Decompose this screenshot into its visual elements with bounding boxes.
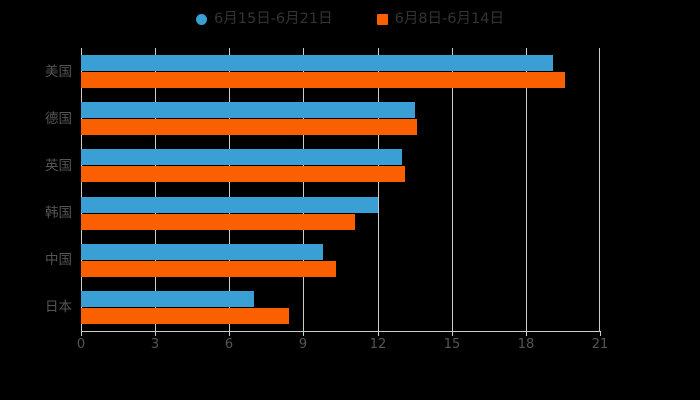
bar[interactable] [81,244,323,260]
legend-square-icon [376,13,388,25]
x-axis-tick [452,331,453,336]
y-axis-line [81,48,82,331]
gridline [303,48,304,331]
x-axis-tick-label: 9 [298,337,308,352]
plot-right-border [599,48,600,331]
legend-label-series-a: 6月15日-6月21日 [214,11,333,27]
gridline [526,48,527,331]
gridline [452,48,453,331]
y-axis-category-label: 德国 [45,111,72,127]
bar[interactable] [81,72,565,88]
chart-legend: 6月15日-6月21日 6月8日-6月14日 [0,6,700,32]
gridline [229,48,230,331]
legend-label-series-b: 6月8日-6月14日 [394,11,504,27]
gridline [378,48,379,331]
x-axis-tick [600,331,601,336]
bar[interactable] [81,166,405,182]
y-axis-category-label: 韩国 [45,205,72,221]
x-axis-tick-label: 3 [150,337,160,352]
bar[interactable] [81,102,415,118]
x-axis-tick-label: 21 [591,337,609,352]
x-axis-tick [155,331,156,336]
x-axis-tick-label: 15 [443,337,461,352]
x-axis-tick [303,331,304,336]
x-axis-tick-label: 0 [76,337,86,352]
gridline [155,48,156,331]
x-axis-tick-label: 6 [224,337,234,352]
bar[interactable] [81,291,254,307]
x-axis-line [81,331,601,332]
x-axis-tick [229,331,230,336]
x-axis-tick [378,331,379,336]
y-axis-category-label: 英国 [45,158,72,174]
x-axis-tick [526,331,527,336]
bar[interactable] [81,214,355,230]
x-axis-tick-label: 18 [517,337,535,352]
bar[interactable] [81,308,289,324]
legend-entry-series-b[interactable]: 6月8日-6月14日 [376,11,504,27]
x-axis-tick-label: 12 [369,337,387,352]
bar[interactable] [81,197,378,213]
legend-dot-icon [196,13,208,25]
x-axis-tick [81,331,82,336]
legend-entry-series-a[interactable]: 6月15日-6月21日 [196,12,333,26]
plot-area [81,48,600,331]
bar[interactable] [81,149,402,165]
y-axis-category-label: 中国 [45,252,72,268]
bar[interactable] [81,55,553,71]
bar[interactable] [81,261,336,277]
y-axis-category-label: 日本 [45,299,72,315]
y-axis-category-label: 美国 [45,64,72,80]
bar[interactable] [81,119,417,135]
